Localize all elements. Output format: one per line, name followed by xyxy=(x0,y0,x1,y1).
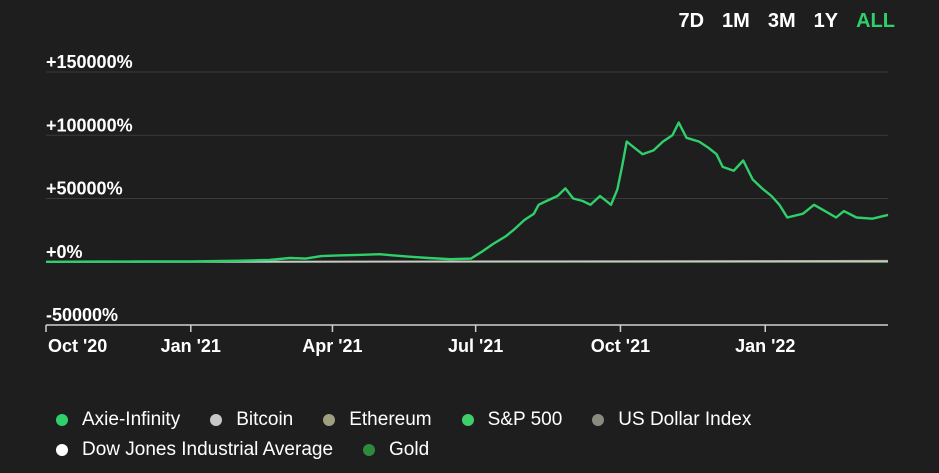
legend-dot-icon xyxy=(363,444,376,456)
legend-dot-icon xyxy=(56,414,68,426)
x-tick-label: Jan '21 xyxy=(161,336,221,356)
range-button-all[interactable]: ALL xyxy=(856,10,895,32)
legend-item[interactable]: Axie-Infinity xyxy=(56,408,180,432)
range-button-1m[interactable]: 1M xyxy=(722,10,750,32)
legend-item[interactable]: US Dollar Index xyxy=(592,408,751,432)
legend-item[interactable]: Bitcoin xyxy=(210,408,293,432)
line-chart: +150000% +100000% +50000% +0% -50000% Oct '20… xyxy=(45,52,889,356)
x-tick-label: Jul '21 xyxy=(448,336,503,356)
x-tick-label: Oct '21 xyxy=(591,336,650,356)
series-line-axie-infinity xyxy=(45,121,889,263)
y-tick-label: +100000% xyxy=(46,115,133,135)
legend-item[interactable]: Ethereum xyxy=(323,408,432,432)
range-button-3m[interactable]: 3M xyxy=(767,10,796,32)
legend-label: S&P 500 xyxy=(487,409,563,430)
legend-label: Gold xyxy=(389,439,430,460)
range-button-7d[interactable]: 7D xyxy=(678,10,705,32)
legend-label: Bitcoin xyxy=(236,409,294,430)
legend-dot-icon xyxy=(210,414,223,426)
y-tick-label: +50000% xyxy=(46,179,123,199)
legend-dot-icon xyxy=(592,414,605,426)
legend-item[interactable]: S&P 500 xyxy=(461,408,563,432)
legend-dot-icon xyxy=(323,414,336,426)
y-tick-label: +150000% xyxy=(46,52,133,72)
time-range-selector: 7D 1M 3M 1Y ALL xyxy=(678,10,895,33)
range-button-1y[interactable]: 1Y xyxy=(813,10,839,32)
x-tick-label: Apr '21 xyxy=(302,336,362,356)
legend-label: Ethereum xyxy=(349,409,432,430)
legend-item[interactable]: Gold xyxy=(363,438,429,462)
chart-legend: Axie-Infinity Bitcoin Ethereum S&P 500 US Do… xyxy=(56,408,916,462)
legend-label: US Dollar Index xyxy=(618,409,752,430)
legend-dot-icon xyxy=(56,444,68,456)
legend-item[interactable]: Dow Jones Industrial Average xyxy=(56,438,333,462)
legend-label: Dow Jones Industrial Average xyxy=(82,439,334,460)
x-tick-label: Oct '20 xyxy=(48,336,107,356)
x-tick-label: Jan '22 xyxy=(735,336,795,356)
y-tick-label: -50000% xyxy=(46,305,118,325)
legend-label: Axie-Infinity xyxy=(82,409,181,430)
legend-dot-icon xyxy=(461,414,474,426)
y-tick-label: +0% xyxy=(46,242,83,262)
